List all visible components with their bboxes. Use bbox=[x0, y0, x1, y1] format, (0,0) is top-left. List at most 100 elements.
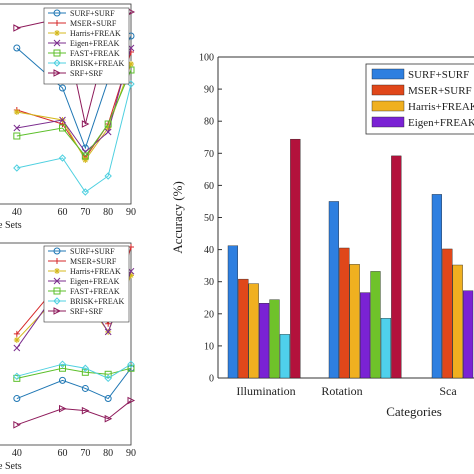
data-point bbox=[59, 84, 66, 92]
bar bbox=[238, 278, 249, 379]
data-point bbox=[13, 24, 21, 32]
series-line bbox=[16, 363, 132, 379]
legend-entry: FAST+FREAK bbox=[70, 49, 120, 58]
data-point bbox=[59, 376, 66, 384]
legend-marker bbox=[53, 39, 61, 47]
legend-marker bbox=[53, 307, 62, 315]
y-tick-label: 100 bbox=[199, 53, 214, 64]
bar bbox=[431, 194, 443, 379]
x-tick-label: Sca bbox=[439, 384, 457, 398]
bar bbox=[227, 245, 239, 379]
data-point bbox=[81, 406, 90, 415]
bar bbox=[269, 299, 280, 379]
legend-marker bbox=[54, 258, 60, 264]
data-point bbox=[13, 372, 21, 381]
data-point bbox=[13, 420, 21, 429]
data-point bbox=[104, 120, 112, 128]
legend-entry: BRISK+FREAK bbox=[70, 297, 125, 306]
bar bbox=[380, 318, 392, 379]
data-point bbox=[13, 109, 20, 115]
y-tick-label: 20 bbox=[204, 309, 214, 320]
data-point bbox=[13, 132, 21, 140]
bar bbox=[328, 201, 340, 379]
data-point bbox=[104, 374, 112, 383]
x-tick-label: 40 bbox=[12, 448, 22, 459]
x-tick-label: 60 bbox=[58, 207, 68, 218]
data-point bbox=[127, 360, 135, 368]
data-point bbox=[128, 272, 134, 279]
data-point bbox=[58, 360, 67, 368]
legend-entry: Eigen+FREAK bbox=[70, 277, 120, 286]
data-point bbox=[104, 370, 112, 378]
data-point bbox=[127, 364, 135, 372]
legend-entry: Harris+FREAK bbox=[70, 29, 121, 38]
y-tick-label: 90 bbox=[204, 85, 214, 96]
data-point bbox=[81, 188, 90, 196]
plot-area-frame bbox=[0, 3, 132, 205]
y-axis-label: Accuracy (%) bbox=[170, 181, 185, 254]
y-tick-label: 0 bbox=[209, 374, 214, 385]
legend-entry: MSER+SURF bbox=[408, 85, 472, 97]
legend-entry: Harris+FREAK bbox=[408, 101, 474, 113]
data-point bbox=[81, 368, 89, 376]
bar bbox=[339, 247, 350, 379]
data-point bbox=[13, 44, 21, 52]
data-point bbox=[13, 336, 20, 343]
x-tick-label: 90 bbox=[126, 207, 136, 218]
x-tick-label: 80 bbox=[103, 448, 113, 459]
data-point bbox=[81, 364, 90, 372]
legend-entry: SURF+SURF bbox=[70, 9, 115, 18]
legend-swatch bbox=[371, 68, 405, 80]
series-surf-surf bbox=[13, 364, 135, 403]
legend: SURF+SURFMSER+SURFHarris+FREAKEigen+FREA… bbox=[43, 245, 130, 323]
plot-area-frame bbox=[0, 242, 132, 446]
data-point bbox=[59, 116, 66, 124]
legend-swatch bbox=[371, 116, 405, 128]
data-point bbox=[81, 152, 89, 160]
data-point bbox=[82, 157, 89, 163]
data-point bbox=[104, 414, 113, 423]
data-point bbox=[13, 395, 21, 403]
data-point bbox=[104, 172, 112, 180]
data-point bbox=[59, 404, 67, 413]
legend-entry: SURF+SURF bbox=[408, 69, 469, 81]
bar-group-rotation bbox=[328, 155, 402, 379]
y-tick-label: 70 bbox=[204, 149, 214, 160]
series-line bbox=[16, 69, 132, 157]
line-panel-top-left: 40 60 70 80 90 e Sets SURF+SURFMSER+SURFHarris… bbox=[0, 3, 136, 231]
y-tick-label: 40 bbox=[204, 245, 214, 256]
legend-marker bbox=[53, 247, 61, 255]
legend-entry: BRISK+FREAK bbox=[70, 59, 125, 68]
data-point bbox=[128, 61, 134, 67]
x-axis-label: e Sets bbox=[0, 220, 22, 231]
series-brisk-freak bbox=[13, 360, 135, 383]
data-point bbox=[127, 396, 136, 405]
bar-group-sca bbox=[431, 194, 474, 379]
legend-marker bbox=[54, 20, 60, 26]
legend-marker bbox=[53, 49, 61, 57]
data-point bbox=[104, 328, 112, 336]
data-point bbox=[81, 384, 89, 392]
legend-marker bbox=[53, 297, 61, 305]
x-tick-label: 90 bbox=[126, 448, 136, 459]
series-srf-srf bbox=[13, 396, 136, 429]
bar-group-illumination bbox=[227, 138, 301, 379]
series-eigen-freak bbox=[13, 44, 135, 156]
x-tick-label: Rotation bbox=[321, 384, 362, 398]
legend-marker bbox=[53, 69, 62, 77]
x-axis-label: Categories bbox=[386, 404, 442, 419]
legend-swatch bbox=[371, 100, 405, 112]
legend-marker bbox=[53, 287, 61, 295]
data-point bbox=[59, 364, 66, 372]
legend-entry: FAST+FREAK bbox=[70, 287, 120, 296]
bar bbox=[290, 138, 301, 379]
data-point bbox=[13, 344, 21, 352]
legend-entry: SRF+SRF bbox=[70, 69, 104, 78]
legend: SURF+SURFMSER+SURFHarris+FREAKEigen+FREA… bbox=[43, 7, 130, 85]
bar bbox=[463, 290, 474, 379]
bar bbox=[391, 155, 402, 379]
legend-frame bbox=[43, 245, 130, 323]
bar-panel: 0 10 20 30 40 50 60 70 80 90 100 Accuracy (%) Catego… bbox=[170, 53, 474, 419]
y-tick-label: 10 bbox=[204, 341, 214, 352]
